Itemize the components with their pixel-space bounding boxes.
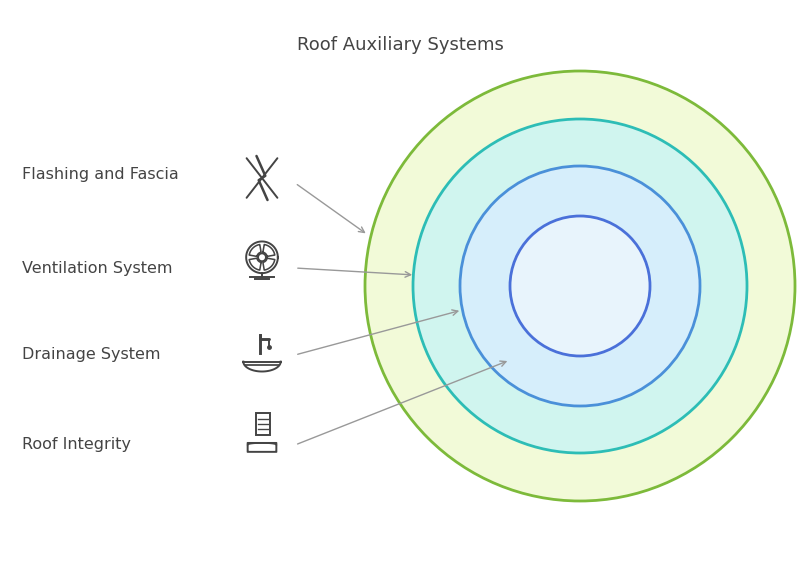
- Ellipse shape: [460, 166, 700, 406]
- Ellipse shape: [413, 119, 747, 453]
- Text: Ventilation System: Ventilation System: [22, 260, 173, 276]
- Text: Flashing and Fascia: Flashing and Fascia: [22, 168, 178, 182]
- Ellipse shape: [365, 71, 795, 501]
- Text: Roof Integrity: Roof Integrity: [22, 438, 131, 452]
- Ellipse shape: [510, 216, 650, 356]
- Text: Roof Auxiliary Systems: Roof Auxiliary Systems: [297, 36, 503, 54]
- Bar: [256, 414, 270, 435]
- Text: Drainage System: Drainage System: [22, 348, 161, 363]
